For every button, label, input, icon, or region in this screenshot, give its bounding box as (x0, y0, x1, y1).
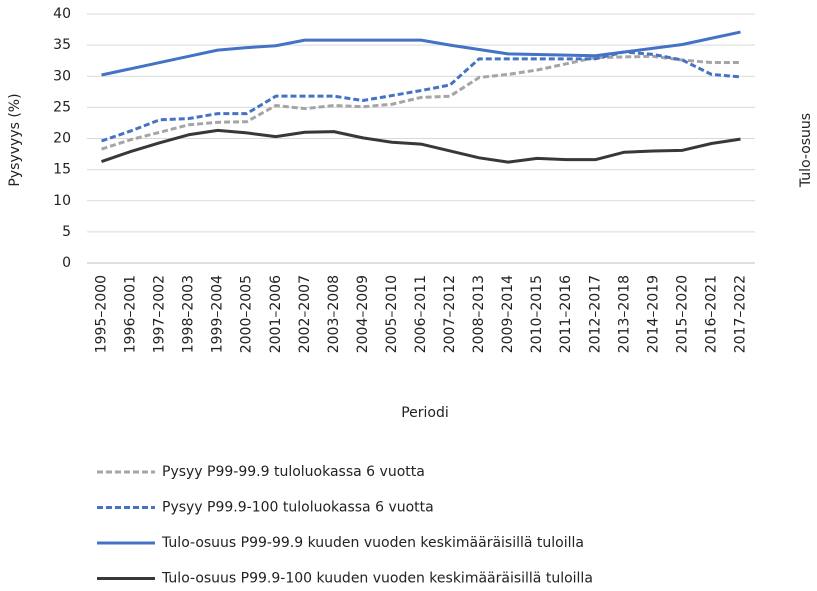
x-tick-label: 2016–2021 (703, 275, 719, 353)
series-line (101, 128, 741, 164)
x-tick-label: 1997–2002 (152, 275, 168, 353)
legend-label: Pysyy P99.9-100 tuloluokassa 6 vuotta (162, 500, 434, 516)
y2-axis-label: Tulo-osuus (798, 113, 814, 188)
legend-label: Tulo-osuus P99-99.9 kuuden vuoden keskim… (161, 535, 584, 551)
y-tick-label: 30 (53, 68, 71, 84)
x-tick-label: 2006–2011 (413, 275, 429, 353)
x-tick-label: 2004–2009 (355, 275, 371, 353)
x-tick-label: 2002–2007 (297, 275, 313, 353)
legend-label: Tulo-osuus P99.9-100 kuuden vuoden keski… (161, 571, 593, 587)
legend-label: Pysyy P99-99.9 tuloluokassa 6 vuotta (162, 464, 425, 480)
x-tick-label: 2015–2020 (674, 275, 690, 353)
series-line (101, 30, 741, 77)
series-line (101, 54, 741, 151)
y-tick-label: 35 (53, 37, 71, 53)
y-tick-label: 0 (62, 255, 71, 271)
y-tick-label: 25 (53, 99, 71, 115)
x-tick-label: 2005–2010 (384, 275, 400, 353)
x-tick-label: 2017–2022 (732, 275, 748, 353)
x-tick-label: 2011–2016 (558, 275, 574, 353)
x-tick-label: 1995–2000 (94, 275, 110, 353)
x-axis-label: Periodi (401, 405, 449, 421)
x-tick-label: 2010–2015 (529, 275, 545, 353)
x-tick-label: 2012–2017 (587, 275, 603, 353)
y-tick-label: 10 (53, 193, 71, 209)
x-tick-label: 2014–2019 (645, 275, 661, 353)
series-line (101, 50, 741, 143)
y-tick-label: 40 (53, 6, 71, 22)
y-tick-label: 5 (62, 224, 71, 240)
x-tick-label: 1999–2004 (210, 275, 226, 353)
x-tick-label: 1996–2001 (123, 275, 139, 353)
x-tick-label: 2008–2013 (471, 275, 487, 353)
x-tick-label: 2007–2012 (442, 275, 458, 353)
y-tick-label: 20 (53, 131, 71, 147)
x-tick-label: 2013–2018 (616, 275, 632, 353)
x-tick-label: 2000–2005 (239, 275, 255, 353)
x-tick-label: 1998–2003 (181, 275, 197, 353)
x-tick-label: 2003–2008 (326, 275, 342, 353)
y-axis-label: Pysyvyys (%) (7, 93, 23, 186)
x-tick-label: 2001–2006 (268, 275, 284, 353)
y-tick-label: 15 (53, 162, 71, 178)
x-tick-label: 2009–2014 (500, 275, 516, 353)
